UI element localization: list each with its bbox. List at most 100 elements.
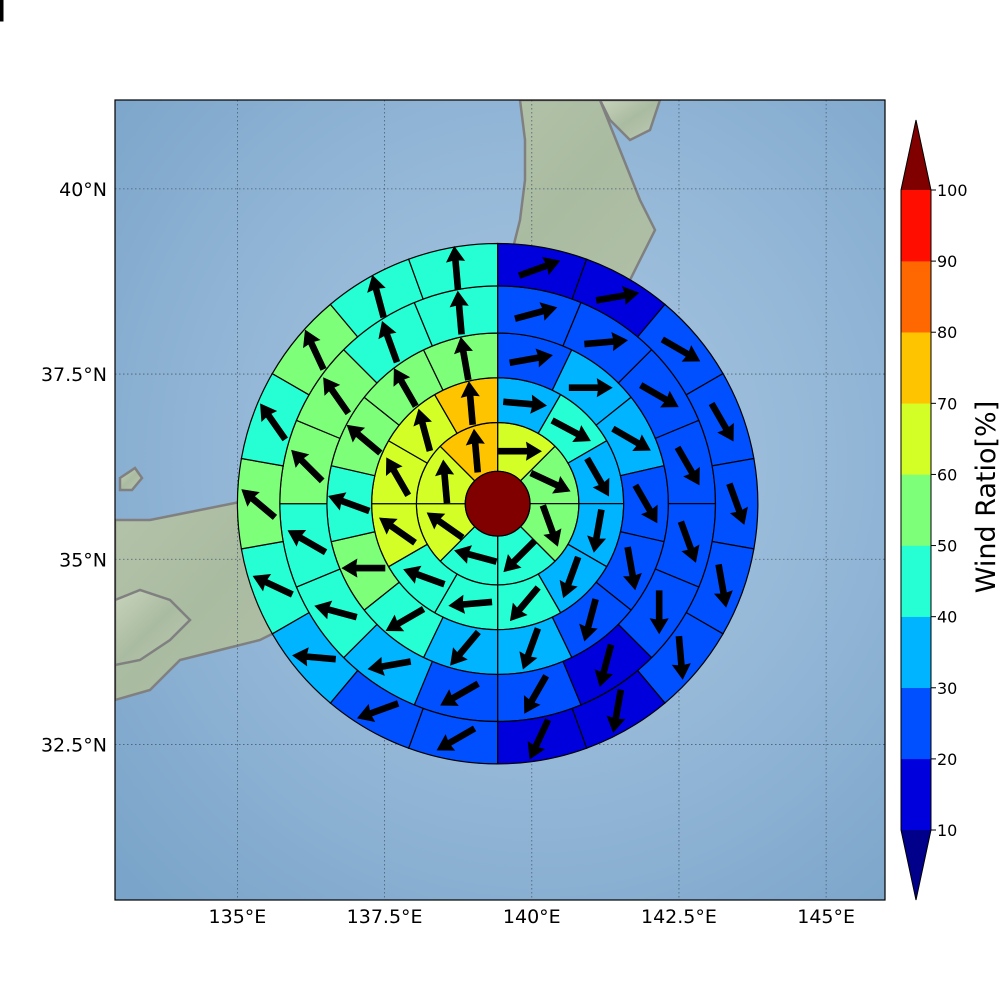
wind-arrow	[436, 725, 477, 751]
colorbar: 100 90 80 70 60 50 40 30 20 10 Wind Ratio[%]	[900, 119, 1000, 901]
wind-arrow	[460, 381, 480, 426]
wind-arrow	[393, 368, 419, 408]
colorbar-segment	[900, 545, 932, 617]
colorbar-under-triangle	[901, 830, 931, 900]
wind-arrow	[287, 529, 328, 556]
latitude-tick-label: 40°N	[59, 179, 107, 201]
wind-arrow	[454, 545, 498, 565]
colorbar-segment	[900, 331, 932, 404]
wind-arrow	[611, 425, 651, 451]
wind-arrow	[346, 424, 383, 456]
wind-arrow	[518, 257, 561, 279]
wind-arrow	[0, 0, 4, 22]
wind-arrow	[403, 565, 446, 588]
colorbar-segment	[900, 474, 932, 546]
map-frame	[114, 99, 886, 901]
wind-arrow	[579, 598, 599, 642]
wind-arrow	[385, 457, 412, 497]
colorbar-over-triangle	[901, 120, 931, 190]
wind-arrow	[649, 590, 669, 635]
wind-arrow	[379, 517, 417, 546]
wind-arrow	[594, 643, 615, 688]
wind-arrow	[514, 302, 558, 322]
wind-arrow	[559, 555, 582, 599]
colorbar-segments	[900, 119, 932, 901]
wind-arrow	[584, 456, 610, 497]
longitude-tick-label: 137.5°E	[347, 906, 423, 928]
wind-arrow	[341, 558, 386, 578]
map-panel: 135°E 137.5°E 140°E 142.5°E 145°E 32.5°N 35°N…	[0, 0, 886, 928]
wind-arrow	[328, 492, 371, 515]
wind-arrow	[413, 408, 434, 452]
wind-direction-arrows	[0, 0, 748, 760]
wind-arrow	[450, 629, 481, 666]
wind-arrow	[426, 512, 465, 541]
wind-arrow	[292, 647, 337, 667]
wind-arrow	[587, 508, 607, 553]
polar-grid-core	[464, 470, 531, 537]
wind-arrow	[367, 274, 387, 319]
colorbar-tick-label: 100	[937, 181, 968, 200]
oki-island	[118, 466, 144, 492]
north-land	[598, 100, 662, 142]
wind-arrow	[303, 329, 327, 371]
wind-arrow	[539, 504, 562, 547]
colorbar-title: Wind Ratio[%]	[971, 401, 1000, 593]
wind-ratio-polar-grid	[236, 242, 759, 765]
wind-arrow	[503, 538, 537, 573]
wind-arrow	[568, 378, 613, 398]
wind-arrow	[291, 449, 325, 484]
colorbar-segment	[900, 403, 932, 475]
colorbar-tick-label: 30	[937, 679, 957, 698]
wind-arrow	[252, 573, 294, 598]
wind-arrow	[241, 489, 278, 520]
wind-arrow	[465, 428, 485, 473]
wind-arrow	[523, 674, 550, 714]
wind-arrow	[713, 563, 733, 608]
wind-arrow	[527, 718, 552, 760]
wind-arrow	[260, 403, 288, 442]
latitude-tick-labels: 32.5°N 35°N 37.5°N 40°N	[41, 179, 107, 757]
colorbar-tick-label: 60	[937, 465, 957, 484]
wind-arrow	[440, 680, 480, 706]
wind-arrow	[498, 441, 542, 461]
colorbar-segment	[900, 616, 932, 689]
colorbar-tick-label: 40	[937, 608, 957, 627]
colorbar-segment	[900, 758, 932, 831]
wind-arrow	[660, 336, 701, 362]
longitude-tick-label: 135°E	[209, 906, 267, 928]
wind-arrow	[623, 546, 642, 591]
wind-arrow	[519, 627, 542, 670]
longitude-tick-label: 140°E	[503, 906, 561, 928]
latitude-tick-label: 37.5°N	[41, 364, 107, 386]
colorbar-tick-labels: 100 90 80 70 60 50 40 30 20 10	[931, 181, 968, 840]
wind-arrow	[323, 377, 352, 416]
wind-arrow	[509, 585, 541, 622]
longitude-tick-labels: 135°E 137.5°E 140°E 142.5°E 145°E	[209, 906, 855, 928]
wind-arrow	[674, 445, 700, 486]
longitude-tick-label: 145°E	[797, 906, 855, 928]
wind-arrow	[435, 459, 455, 504]
longitude-tick-label: 142.5°E	[641, 906, 717, 928]
shikoku-land	[115, 588, 192, 667]
wind-arrow	[726, 482, 748, 525]
wind-arrow	[606, 689, 626, 733]
wind-arrow	[356, 700, 400, 722]
colorbar-segment	[900, 687, 932, 760]
wind-arrow	[677, 520, 700, 563]
wind-arrow	[529, 469, 571, 494]
wind-arrow	[550, 417, 591, 443]
latitude-tick-label: 32.5°N	[41, 734, 107, 756]
wind-arrow	[708, 401, 734, 442]
latitude-tick-label: 35°N	[59, 549, 107, 571]
colorbar-segment	[900, 260, 932, 333]
colorbar-tick-label: 80	[937, 323, 957, 342]
colorbar-tick-label: 50	[937, 537, 957, 556]
wind-arrow	[595, 286, 640, 306]
colorbar-tick-label: 70	[937, 394, 957, 413]
colorbar-segment	[900, 189, 932, 262]
wind-arrow	[454, 336, 473, 381]
wind-arrow	[509, 348, 553, 368]
wind-arrow	[378, 320, 401, 364]
wind-arrow	[314, 600, 358, 621]
